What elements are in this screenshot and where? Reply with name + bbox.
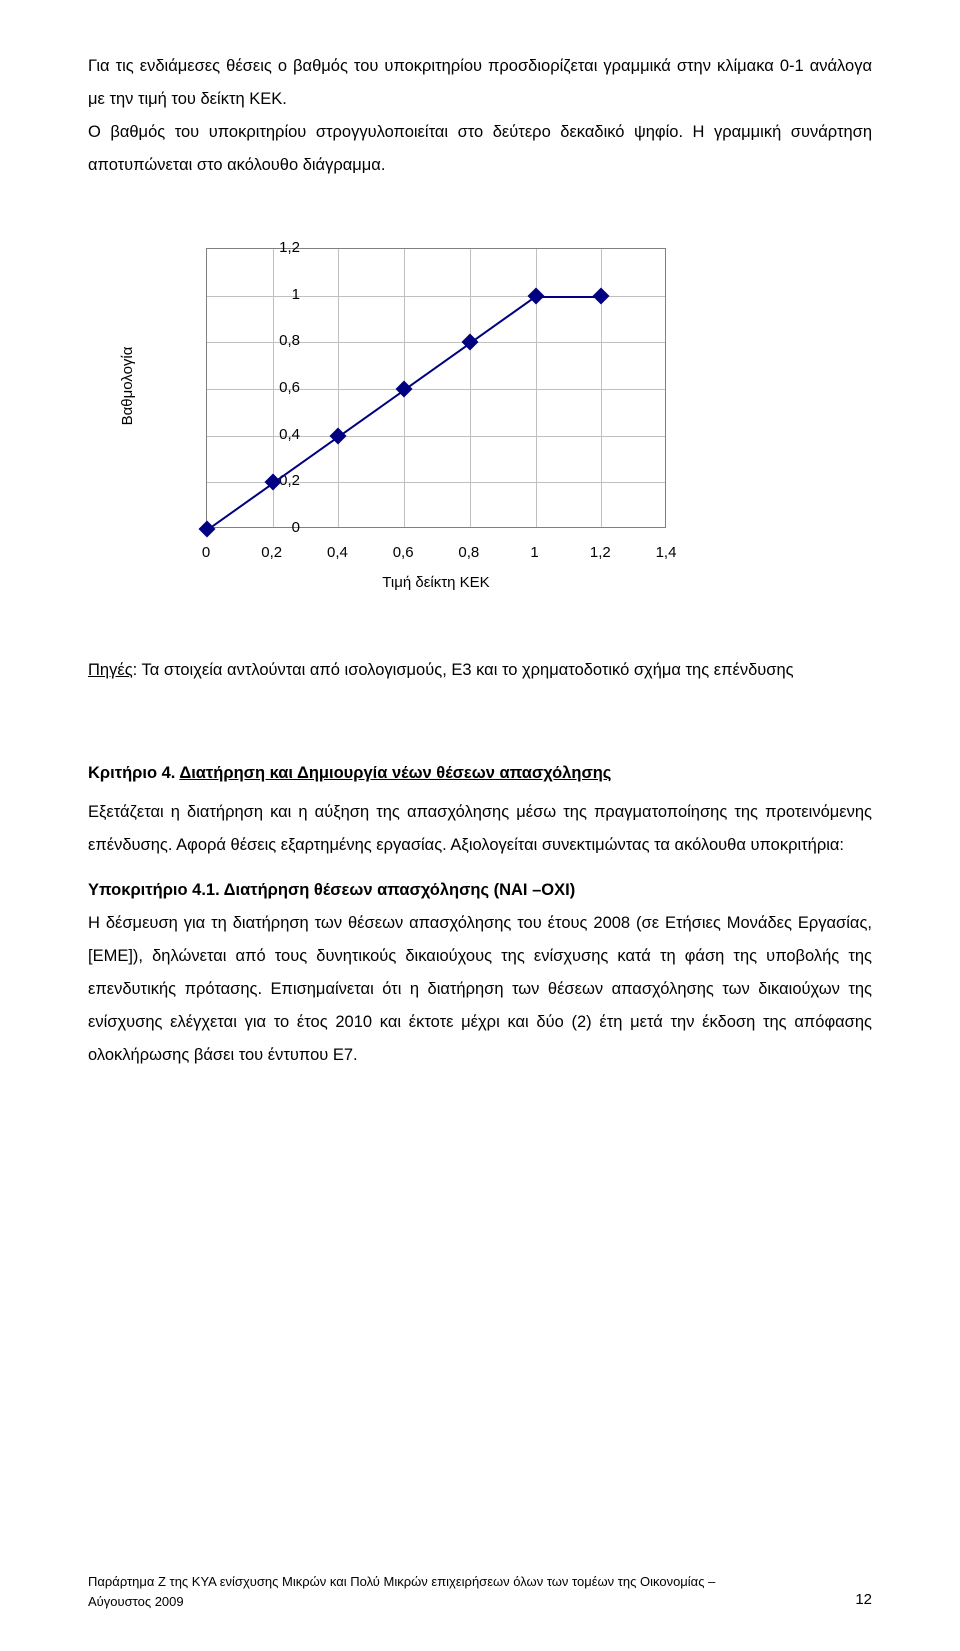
chart-data-marker [593, 287, 610, 304]
chart-x-tick-label: 0,8 [458, 538, 479, 568]
sources-text: : Τα στοιχεία αντλούνται από ισολογισμού… [133, 661, 794, 679]
chart-gridline-vertical [470, 249, 471, 527]
chart-x-tick-label: 0,6 [393, 538, 414, 568]
chart-data-marker [199, 521, 216, 538]
chart-line-segment [470, 296, 537, 344]
intro-paragraph-1: Για τις ενδιάμεσες θέσεις ο βαθμός του υ… [88, 50, 872, 116]
chart-x-tick-label: 1,2 [590, 538, 611, 568]
chart-area: Βαθμολογία Τιμή δείκτη ΚΕΚ 00,20,40,60,8… [128, 238, 688, 598]
criterion-4-prefix: Κριτήριο 4. [88, 764, 179, 782]
chart-x-tick-label: 1 [530, 538, 538, 568]
chart-line-segment [338, 389, 405, 437]
sources-line: Πηγές: Τα στοιχεία αντλούνται από ισολογ… [88, 654, 872, 687]
chart-x-tick-label: 1,4 [656, 538, 677, 568]
chart-gridline-vertical [338, 249, 339, 527]
chart-y-tick-label: 0,8 [260, 326, 300, 356]
chart-line-segment [404, 342, 471, 390]
page-footer: Παράρτημα Ζ της ΚΥΑ ενίσχυσης Μικρών και… [88, 1572, 872, 1611]
chart-x-tick-label: 0,2 [261, 538, 282, 568]
criterion-4-title: Διατήρηση και Δημιουργία νέων θέσεων απα… [179, 764, 611, 782]
chart-x-tick-label: 0 [202, 538, 210, 568]
subcriterion-41-body: Η δέσμευση για τη διατήρηση των θέσεων α… [88, 907, 872, 1072]
criterion-4-heading: Κριτήριο 4. Διατήρηση και Δημιουργία νέω… [88, 757, 872, 790]
chart-y-tick-label: 0,6 [260, 373, 300, 403]
chart-y-tick-label: 1,2 [260, 233, 300, 263]
chart-y-tick-label: 1 [260, 280, 300, 310]
chart-x-axis-label: Τιμή δείκτη ΚΕΚ [206, 568, 666, 598]
chart-x-tick-label: 0,4 [327, 538, 348, 568]
footer-page-number: 12 [855, 1589, 872, 1612]
subcriterion-41-heading: Υποκριτήριο 4.1. Διατήρηση θέσεων απασχό… [88, 874, 872, 907]
criterion-4-body: Εξετάζεται η διατήρηση και η αύξηση της … [88, 796, 872, 862]
chart-line-segment [536, 296, 602, 298]
chart-y-tick-label: 0,4 [260, 420, 300, 450]
sources-label: Πηγές [88, 661, 133, 679]
footer-text: Παράρτημα Ζ της ΚΥΑ ενίσχυσης Μικρών και… [88, 1572, 728, 1611]
chart-y-axis-label: Βαθμολογία [113, 326, 143, 446]
chart-container: Βαθμολογία Τιμή δείκτη ΚΕΚ 0 0,2 0,4 0,6 0,8… [88, 238, 872, 598]
intro-paragraph-2: Ο βαθμός του υποκριτηρίου στρογγυλοποιεί… [88, 116, 872, 182]
